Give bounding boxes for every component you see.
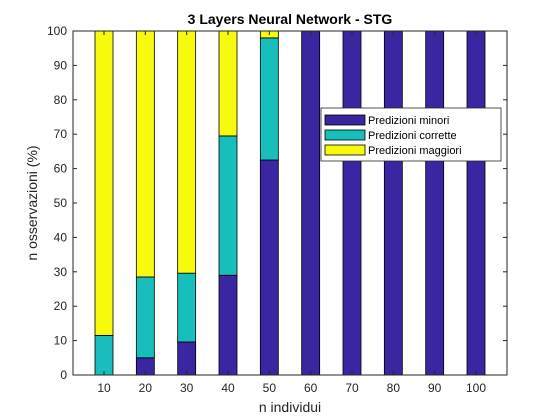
legend-swatch-series-3 xyxy=(325,145,365,155)
legend: Predizioni minori Predizioni corrette Pred… xyxy=(321,108,501,161)
x-tick-label: 70 xyxy=(345,381,359,395)
y-tick-label: 30 xyxy=(54,265,68,279)
y-tick-label: 0 xyxy=(60,368,67,382)
y-tick-label: 60 xyxy=(54,162,68,176)
legend-swatch-series-2 xyxy=(325,130,365,140)
bar-segment-40-series-3 xyxy=(219,31,237,136)
x-tick-label: 40 xyxy=(221,381,235,395)
x-tick-label: 30 xyxy=(180,381,194,395)
y-tick-label: 70 xyxy=(54,127,68,141)
bar-segment-10-series-2 xyxy=(95,335,113,375)
bar-segment-50-series-1 xyxy=(260,160,278,375)
bar-segment-80-series-1 xyxy=(384,31,402,375)
bar-segment-30-series-3 xyxy=(178,31,196,273)
legend-label-series-3: Predizioni maggiori xyxy=(368,145,462,157)
bar-segment-50-series-2 xyxy=(260,38,278,160)
x-tick-label: 20 xyxy=(139,381,153,395)
bar-segment-60-series-1 xyxy=(302,31,320,375)
bar-segment-10-series-3 xyxy=(95,31,113,335)
y-tick-label: 40 xyxy=(54,230,68,244)
x-tick-label: 50 xyxy=(263,381,277,395)
bar-segment-40-series-2 xyxy=(219,136,237,275)
legend-label-series-1: Predizioni minori xyxy=(368,115,449,127)
y-tick-label: 50 xyxy=(54,196,68,210)
bar-segment-30-series-2 xyxy=(178,273,196,342)
y-tick-label: 20 xyxy=(54,299,68,313)
x-tick-label: 60 xyxy=(304,381,318,395)
bar-segment-20-series-2 xyxy=(136,277,154,358)
bar-segment-70-series-1 xyxy=(343,31,361,375)
bar-segment-20-series-3 xyxy=(136,31,154,277)
legend-label-series-2: Predizioni corrette xyxy=(368,130,457,142)
bar-segment-40-series-1 xyxy=(219,275,237,375)
y-tick-label: 10 xyxy=(54,334,68,348)
y-tick-label: 90 xyxy=(54,58,68,72)
x-tick-label: 100 xyxy=(466,381,486,395)
x-tick-label: 90 xyxy=(428,381,442,395)
y-axis-label: n osservazioni (%) xyxy=(24,145,40,260)
x-tick-label: 80 xyxy=(387,381,401,395)
y-tick-label: 80 xyxy=(54,93,68,107)
x-tick-label: 10 xyxy=(97,381,111,395)
legend-swatch-series-1 xyxy=(325,115,365,125)
bar-segment-100-series-1 xyxy=(467,31,485,375)
bar-segment-90-series-1 xyxy=(426,31,444,375)
chart-title: 3 Layers Neural Network - STG xyxy=(188,11,393,27)
bar-segment-30-series-1 xyxy=(178,342,196,375)
y-tick-label: 100 xyxy=(47,24,67,38)
x-axis-label: n individui xyxy=(259,399,321,415)
